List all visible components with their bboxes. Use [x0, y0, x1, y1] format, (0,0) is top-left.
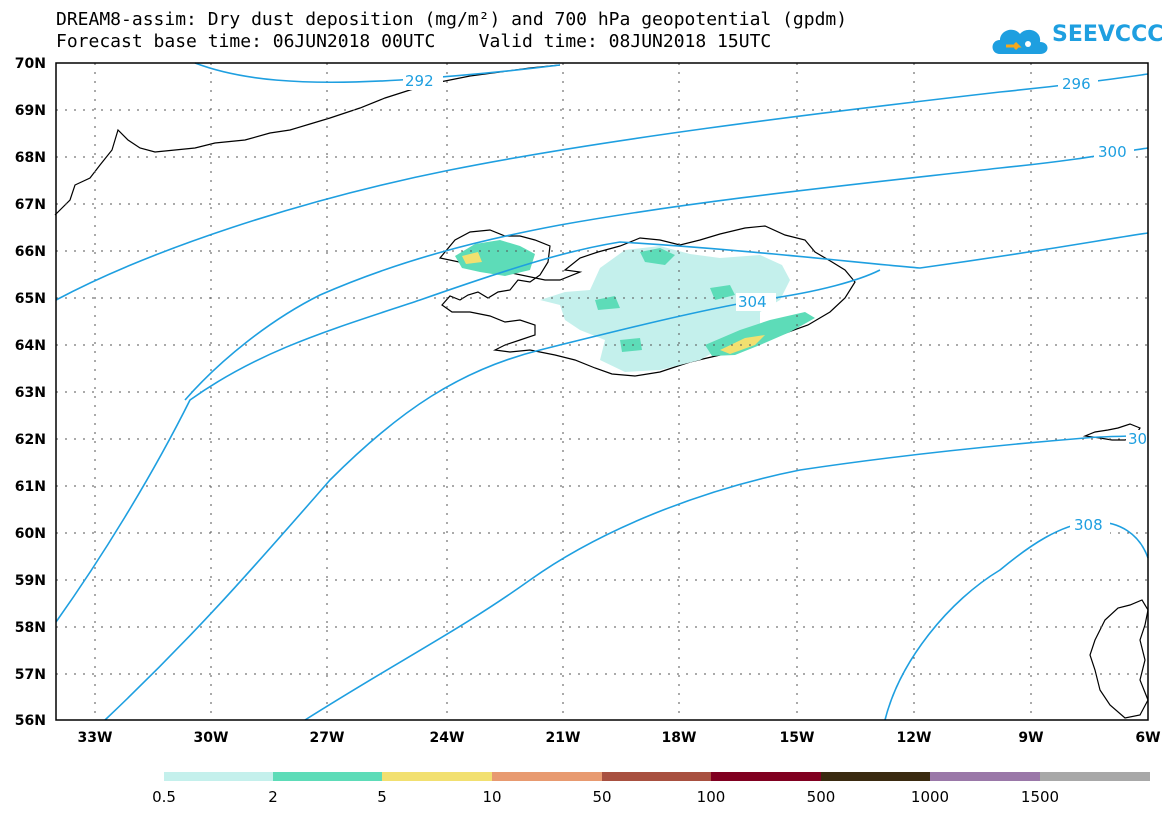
legend-swatch: [382, 772, 492, 781]
contour-label-296: 296: [1062, 75, 1091, 93]
greenland-coastline: [54, 64, 561, 216]
contour-308: [884, 521, 1149, 721]
contour-300: [184, 147, 1149, 401]
lat-label: 64N: [15, 338, 46, 354]
geopotential-contours: [55, 62, 1149, 721]
legend-label: 1000: [911, 788, 949, 806]
lat-label: 69N: [15, 103, 46, 119]
dust-deposition-shading: [455, 240, 815, 372]
contour-304-b: [104, 269, 881, 721]
seevccc-cloud-logo-icon: [992, 29, 1048, 54]
latitude-labels: 70N 69N 68N 67N 66N 65N 64N 63N 62N 61N …: [15, 56, 46, 729]
chart-title-line-2: Forecast base time: 06JUN2018 00UTC Vali…: [56, 31, 772, 52]
lon-label: 24W: [430, 730, 465, 746]
lon-label: 9W: [1018, 730, 1043, 746]
dust-area-patch-4: [620, 338, 642, 352]
legend-swatch: [821, 772, 930, 781]
lon-label: 33W: [78, 730, 113, 746]
lat-label: 60N: [15, 526, 46, 542]
lon-label: 21W: [546, 730, 581, 746]
legend-label: 500: [807, 788, 836, 806]
lon-label: 27W: [310, 730, 345, 746]
lat-label: 56N: [15, 713, 46, 729]
contour-296: [55, 73, 1149, 301]
legend-swatch: [164, 772, 273, 781]
legend-label: 5: [377, 788, 387, 806]
chart-title-line-1: DREAM8-assim: Dry dust deposition (mg/m²…: [56, 9, 848, 30]
contour-labels: 292 296 300 304 30 308: [403, 72, 1148, 534]
legend-label: 0.5: [152, 788, 176, 806]
lon-label: 18W: [662, 730, 697, 746]
color-legend: 0.5 2 5 10 50 100 500 1000 1500: [152, 772, 1150, 806]
dust-area-patch-2: [710, 285, 735, 300]
lat-label: 57N: [15, 667, 46, 683]
dust-area-patch-3: [595, 296, 620, 310]
legend-label: 50: [592, 788, 611, 806]
contour-label-304: 304: [738, 293, 767, 311]
graticule: [56, 63, 1148, 720]
logo-text: SEEVCCC: [1052, 22, 1164, 47]
lon-label: 6W: [1135, 730, 1160, 746]
lat-label: 59N: [15, 573, 46, 589]
lon-label: 15W: [780, 730, 815, 746]
contour-30x: [304, 435, 1149, 721]
lon-label: 30W: [194, 730, 229, 746]
legend-label: 1500: [1021, 788, 1059, 806]
legend-label: 2: [268, 788, 278, 806]
legend-label: 10: [482, 788, 501, 806]
lat-label: 61N: [15, 479, 46, 495]
dust-area-patch-1: [640, 248, 675, 265]
scotland-coastline: [1089, 599, 1149, 719]
lon-label: 12W: [897, 730, 932, 746]
lat-label: 63N: [15, 385, 46, 401]
legend-swatch: [711, 772, 821, 781]
faroe-islands-coastline: [1082, 423, 1141, 441]
contour-292: [194, 62, 561, 84]
contour-label-300: 300: [1098, 143, 1127, 161]
dust-area-southeast-yellow: [720, 335, 765, 354]
legend-swatch: [1040, 772, 1150, 781]
contour-label-30: 30: [1128, 430, 1147, 448]
lat-label: 65N: [15, 291, 46, 307]
lat-label: 70N: [15, 56, 46, 72]
longitude-labels: 33W 30W 27W 24W 21W 18W 15W 12W 9W 6W: [78, 730, 1161, 746]
lat-label: 68N: [15, 150, 46, 166]
lat-label: 62N: [15, 432, 46, 448]
dust-area-northwest-yellow: [462, 252, 482, 264]
legend-label: 100: [697, 788, 726, 806]
legend-swatch: [273, 772, 382, 781]
legend-swatch: [602, 772, 711, 781]
iceland-coastline: [438, 225, 856, 377]
lat-label: 67N: [15, 197, 46, 213]
lat-label: 58N: [15, 620, 46, 636]
map-frame: [55, 62, 1149, 721]
lat-label: 66N: [15, 244, 46, 260]
contour-label-308: 308: [1074, 516, 1103, 534]
contour-304: [55, 232, 1149, 623]
legend-swatch: [930, 772, 1040, 781]
dust-area-iceland-northwest: [455, 240, 535, 276]
contour-label-292: 292: [405, 72, 434, 90]
legend-swatch: [492, 772, 602, 781]
